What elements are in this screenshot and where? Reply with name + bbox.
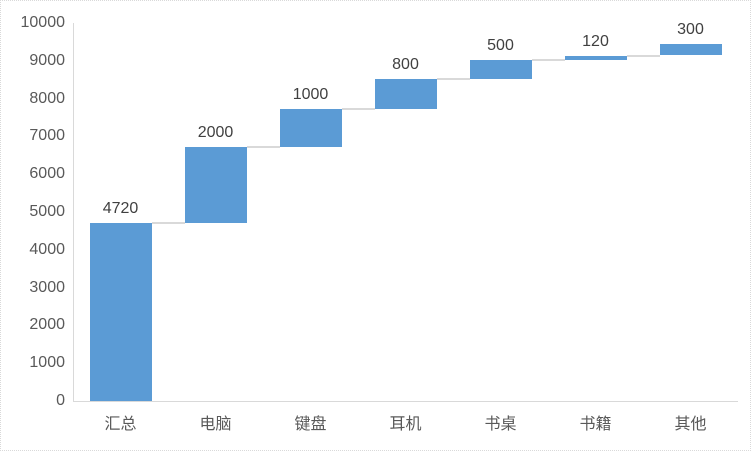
connector-line <box>151 221 185 224</box>
x-axis-category-label: 书籍 <box>579 416 612 433</box>
y-axis-tick-label: 10000 <box>20 14 66 31</box>
y-axis-tick-label: 3000 <box>29 278 65 296</box>
x-axis-category-label: 其他 <box>674 416 707 433</box>
y-axis-tick-label: 2000 <box>29 316 65 334</box>
y-axis-tick-label: 6000 <box>29 165 65 183</box>
waterfall-bar[interactable] <box>184 146 247 223</box>
y-axis-tick-label: 9000 <box>29 51 65 69</box>
waterfall-bar[interactable] <box>469 60 532 79</box>
connector-line <box>436 77 470 80</box>
y-axis-tick-label: 4000 <box>29 240 65 258</box>
waterfall-bar[interactable] <box>89 222 152 401</box>
x-axis-category-label: 书桌 <box>484 416 517 433</box>
waterfall-bar[interactable] <box>564 55 627 61</box>
x-axis-category-label: 电脑 <box>199 416 232 433</box>
y-axis-tick-label: 0 <box>56 392 65 409</box>
x-axis-category-label: 汇总 <box>104 416 137 433</box>
y-axis-line <box>73 23 74 401</box>
connector-line <box>246 145 280 148</box>
bar-value-label: 1000 <box>292 86 329 104</box>
bar-value-label: 4720 <box>102 199 139 217</box>
x-axis-line <box>73 401 738 402</box>
connector-line <box>626 54 660 57</box>
connector-line <box>341 108 375 111</box>
connector-line <box>531 59 565 62</box>
waterfall-bar[interactable] <box>659 44 722 56</box>
bar-value-label: 800 <box>392 55 419 73</box>
bar-value-label: 2000 <box>197 123 234 141</box>
y-axis-tick-label: 8000 <box>29 89 65 107</box>
y-axis-tick-label: 1000 <box>29 354 65 372</box>
waterfall-bar[interactable] <box>279 109 342 147</box>
x-axis-category-label: 耳机 <box>389 416 422 433</box>
bar-value-label: 300 <box>677 21 704 39</box>
waterfall-bar[interactable] <box>374 78 437 110</box>
y-axis-tick-label: 7000 <box>29 127 65 145</box>
bar-value-label: 120 <box>582 32 609 50</box>
bar-value-label: 500 <box>487 37 514 55</box>
x-axis-category-label: 键盘 <box>294 416 327 433</box>
y-axis-tick-label: 5000 <box>29 203 65 220</box>
